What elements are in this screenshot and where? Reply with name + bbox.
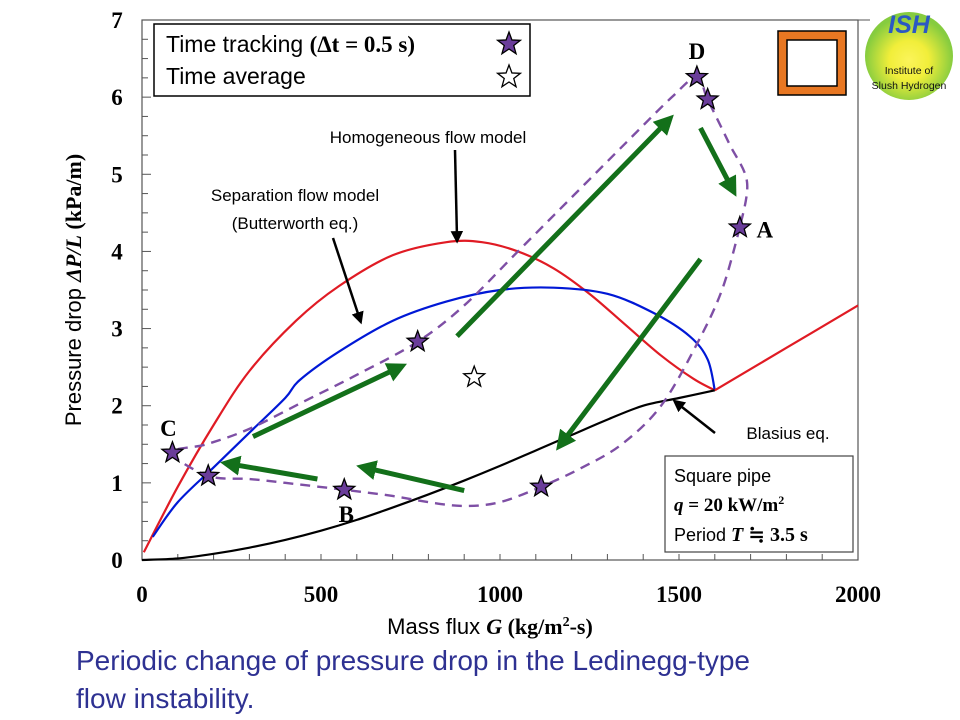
- series-homogeneous-flow-model: [142, 239, 716, 553]
- direction-arrow: [556, 257, 703, 451]
- series-single-phase-continuation: [714, 304, 859, 392]
- legend-filled-star-icon: [495, 30, 523, 56]
- square-pipe-icon: [777, 30, 847, 96]
- logo-circle: [865, 12, 953, 100]
- logo-title: ISH: [888, 11, 931, 39]
- x-tick-label: 2000: [835, 582, 881, 607]
- axis-tick-labels: 0 1 2 3 4 5 6 7 0 500 1000 1500 2000: [111, 8, 881, 607]
- time-tracking-point: [332, 476, 357, 501]
- caption-line-1: Periodic change of pressure drop in the …: [76, 645, 750, 676]
- point-label-c: C: [160, 416, 177, 441]
- annotation-homogeneous: Homogeneous flow model: [330, 128, 527, 147]
- condition-box: Square pipe q = 20 kW/m2 Period T ≒ 3.5 …: [664, 455, 854, 553]
- annotation-arrows: [331, 149, 716, 434]
- x-tick-label: 1500: [656, 582, 702, 607]
- time-tracking-point: [684, 64, 710, 88]
- logo-subtitle-2: Slush Hydrogen: [872, 80, 947, 92]
- legend-label-time-average: Time average: [166, 63, 306, 89]
- y-tick-label: 5: [111, 162, 123, 187]
- time-tracking-point: [727, 214, 753, 238]
- direction-arrow: [220, 455, 318, 482]
- direction-arrow: [251, 363, 407, 439]
- series-blasius-eq: [141, 389, 716, 562]
- direction-arrow: [356, 460, 465, 494]
- time-tracking-point: [405, 328, 430, 353]
- direction-arrow: [698, 126, 737, 197]
- series-separation-flow-model-butterworth-eq: [151, 286, 716, 538]
- y-tick-label: 7: [111, 8, 123, 33]
- y-tick-label: 6: [111, 85, 123, 110]
- legend: Time tracking (Δt = 0.5 s) Time average: [153, 23, 531, 97]
- time-tracking-point: [195, 463, 221, 487]
- point-label-d: D: [689, 39, 706, 64]
- y-tick-label: 0: [111, 548, 123, 573]
- annotation-arrow: [331, 237, 364, 325]
- condition-line-period: Period T ≒ 3.5 s: [674, 524, 808, 546]
- legend-label-time-tracking: Time tracking (Δt = 0.5 s): [166, 31, 415, 57]
- logo-subtitle-1: Institute of: [885, 65, 934, 77]
- direction-arrow: [455, 114, 674, 339]
- caption: Periodic change of pressure drop in the …: [76, 642, 936, 718]
- y-tick-label: 1: [111, 471, 123, 496]
- point-labels: D A B C: [160, 39, 773, 527]
- caption-line-2: flow instability.: [76, 683, 255, 714]
- y-axis-title: Pressure drop ΔP/L (kPa/m): [61, 154, 86, 426]
- point-label-b: B: [339, 502, 354, 527]
- y-tick-label: 4: [111, 239, 123, 264]
- ish-logo: ISH Institute of Slush Hydrogen: [865, 11, 953, 100]
- data-markers: [160, 64, 753, 501]
- legend-hollow-star-icon: [495, 63, 523, 89]
- point-label-a: A: [757, 218, 774, 243]
- time-tracking-point: [695, 86, 720, 110]
- x-tick-label: 500: [304, 582, 339, 607]
- x-tick-label: 1000: [477, 582, 523, 607]
- time-tracking-point: [528, 473, 554, 498]
- y-tick-label: 2: [111, 394, 123, 419]
- condition-line-heat-flux: q = 20 kW/m2: [674, 493, 784, 516]
- axis-ticks: [142, 19, 823, 561]
- model-curves: [141, 75, 859, 562]
- annotation-blasius: Blasius eq.: [746, 424, 829, 443]
- x-tick-label: 0: [136, 582, 148, 607]
- condition-line-pipe: Square pipe: [674, 466, 771, 486]
- annotation-separation-line2: (Butterworth eq.): [232, 214, 359, 233]
- time-tracking-point: [160, 439, 185, 464]
- condition-box-frame: [664, 455, 854, 553]
- time-average-point: [461, 364, 487, 388]
- annotation-arrow: [672, 399, 716, 434]
- direction-arrows: [220, 114, 737, 494]
- annotation-separation-line1: Separation flow model: [211, 186, 379, 205]
- annotation-arrow: [450, 149, 464, 244]
- series-time-tracking-trajectory: [171, 75, 749, 508]
- legend-box: [153, 23, 531, 97]
- y-tick-label: 3: [111, 317, 123, 342]
- x-axis-title: Mass flux G (kg/m2-s): [387, 614, 593, 639]
